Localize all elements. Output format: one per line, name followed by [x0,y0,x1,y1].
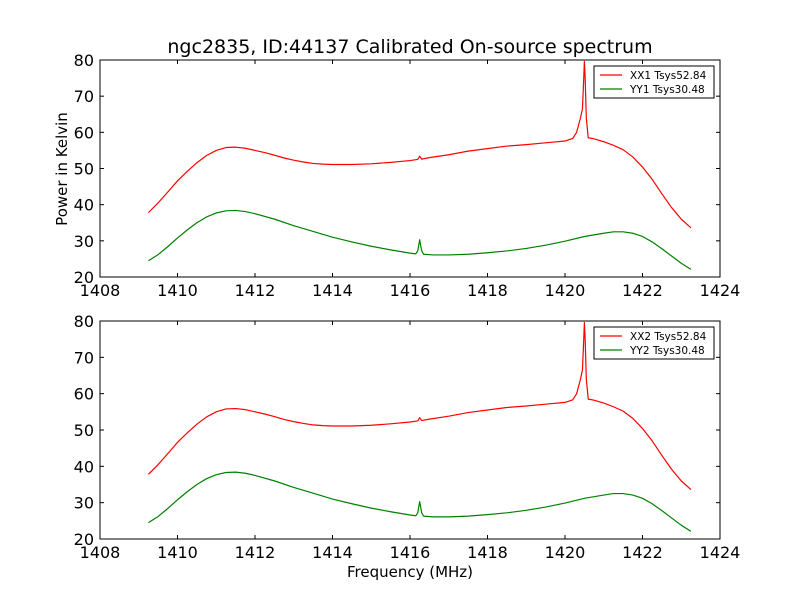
y-tick-label: 70 [74,348,94,367]
top-panel: 1408 1410 1412 1414 1416 1418 1420 1422 1424 20 30… [74,51,741,300]
legend: XX2 Tsys52.84 YY2 Tsys30.48 [593,326,715,360]
y-tick-label: 20 [74,268,94,287]
x-tick-label: 1416 [390,543,431,562]
series-line-1 [148,321,692,491]
series-line-2 [148,471,692,532]
x-tick-label: 1412 [235,543,276,562]
legend-label: XX1 Tsys52.84 [630,70,707,82]
x-tick-label: 1424 [700,543,741,562]
y-tick-label: 50 [74,160,94,179]
x-tick-label: 1410 [157,281,198,300]
y-tick-label: 50 [74,421,94,440]
y-tick-label: 20 [74,530,94,549]
legend-box [593,65,715,99]
x-tick-label: 1418 [467,281,508,300]
x-tick-label: 1414 [312,281,353,300]
y-tick-label: 30 [74,232,94,251]
x-tick-label: 1412 [235,281,276,300]
y-tick-label: 30 [74,494,94,513]
y-axis-label: Power in Kelvin [53,112,71,226]
x-tick-label: 1410 [157,543,198,562]
y-tick-label: 60 [74,123,94,142]
y-tick-label: 40 [74,457,94,476]
legend-label: XX2 Tsys52.84 [630,331,707,343]
legend: XX1 Tsys52.84 YY1 Tsys30.48 [593,65,715,99]
x-tick-label: 1424 [700,281,741,300]
y-tick-label: 40 [74,196,94,215]
x-tick-label: 1414 [312,543,353,562]
x-tick-label: 1420 [545,281,586,300]
legend-label: YY2 Tsys30.48 [629,345,705,357]
series-line-1 [148,60,692,229]
x-tick-label: 1422 [622,543,663,562]
series-line-2 [148,209,692,270]
y-tick-label: 80 [74,312,94,331]
x-tick-label: 1408 [80,543,121,562]
legend-label: YY1 Tsys30.48 [629,84,705,96]
x-tick-label: 1422 [622,281,663,300]
bottom-panel: 1408 1410 1412 1414 1416 1418 1420 1422 1424 20 30… [74,312,741,562]
x-tick-label: 1420 [545,543,586,562]
legend-box [593,326,715,360]
x-tick-label: 1418 [467,543,508,562]
y-tick-label: 60 [74,385,94,404]
figure-title: ngc2835, ID:44137 Calibrated On-source s… [167,36,652,58]
y-tick-label: 70 [74,87,94,106]
x-tick-label: 1408 [80,281,121,300]
y-tick-label: 80 [74,51,94,70]
x-tick-label: 1416 [390,281,431,300]
x-axis-label: Frequency (MHz) [347,563,473,581]
